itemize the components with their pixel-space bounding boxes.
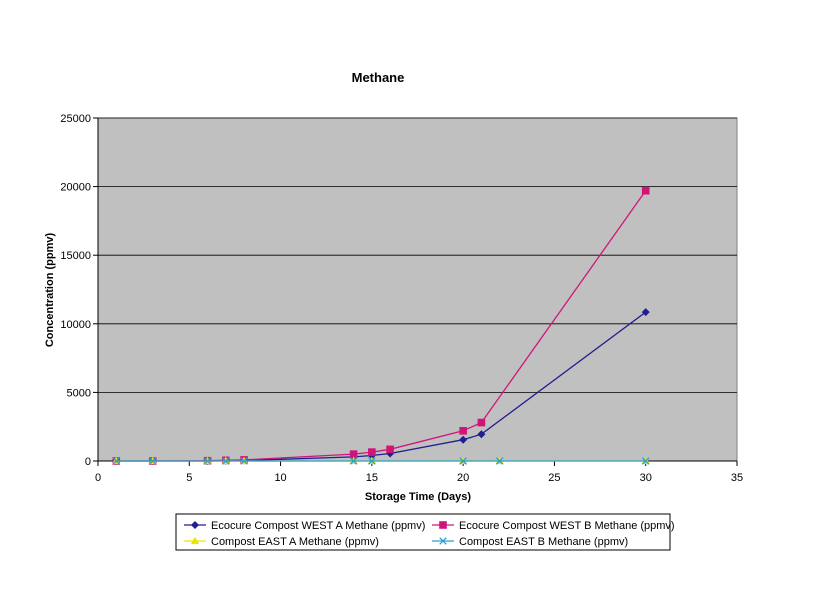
- legend-item-1: Ecocure Compost WEST A Methane (ppmv): [184, 520, 425, 532]
- legend-swatch-marker: [190, 520, 200, 530]
- x-tick-label: 30: [640, 472, 652, 484]
- legend-item-4: Compost EAST B Methane (ppmv): [432, 536, 628, 548]
- series-2-point: [641, 186, 650, 195]
- legend-label: Ecocure Compost WEST A Methane (ppmv): [211, 520, 425, 532]
- y-axis-title: Concentration (ppmv): [44, 233, 56, 348]
- legend-swatch-marker: [190, 536, 200, 545]
- series-4-point: [203, 457, 212, 465]
- x-tick-label: 35: [731, 472, 743, 484]
- legend-label: Ecocure Compost WEST B Methane (ppmv): [459, 520, 675, 532]
- marker-stroke: [349, 457, 358, 465]
- x-tick-label: 20: [457, 472, 469, 484]
- series-4-point: [459, 457, 467, 465]
- y-tick-label: 25000: [60, 113, 91, 125]
- legend-label: Compost EAST A Methane (ppmv): [211, 536, 379, 548]
- series-lines: [112, 186, 650, 466]
- x-tick-label: 25: [548, 472, 560, 484]
- legend-label: Compost EAST B Methane (ppmv): [459, 536, 628, 548]
- series-4: [112, 457, 650, 465]
- legend-swatch-marker: [439, 537, 447, 545]
- legend-item-3: Compost EAST A Methane (ppmv): [184, 536, 379, 548]
- marker-stroke: [495, 457, 504, 465]
- marker-stroke: [641, 457, 650, 465]
- series-4-point: [222, 457, 230, 465]
- series-4-point: [149, 457, 157, 465]
- x-tick-label: 10: [274, 472, 286, 484]
- marker-stroke: [222, 457, 230, 465]
- y-tick-label: 20000: [60, 182, 91, 194]
- series-1-point: [641, 308, 650, 317]
- y-tick-label: 15000: [60, 250, 91, 262]
- series-2-point: [477, 418, 486, 427]
- series-1-point: [459, 435, 468, 444]
- series-4-point: [641, 457, 650, 465]
- x-tick-label: 0: [95, 472, 101, 484]
- series-4-point: [368, 457, 376, 465]
- y-tick-label: 5000: [67, 387, 91, 399]
- marker-stroke: [203, 457, 212, 465]
- series-2-point: [459, 427, 467, 435]
- x-axis-title: Storage Time (Days): [365, 491, 472, 503]
- legend-item-2: Ecocure Compost WEST B Methane (ppmv): [432, 520, 675, 532]
- marker-stroke: [149, 457, 157, 465]
- plot-area: [97, 117, 738, 462]
- marker-stroke: [240, 457, 248, 465]
- x-tick-label: 15: [366, 472, 378, 484]
- series-2-point: [368, 448, 376, 456]
- marker-stroke: [439, 537, 447, 545]
- chart-title: Methane: [352, 70, 405, 85]
- series-4-point: [240, 457, 248, 465]
- y-tick-label: 0: [85, 456, 91, 468]
- series-2-point: [386, 445, 394, 454]
- marker-stroke: [459, 457, 467, 465]
- x-tick-label: 5: [186, 472, 192, 484]
- marker-stroke: [112, 457, 121, 465]
- legend-box: [175, 513, 671, 551]
- series-4-point: [349, 457, 358, 465]
- series-4-point: [495, 457, 504, 465]
- series-2-point: [349, 450, 358, 458]
- legend: Ecocure Compost WEST A Methane (ppmv) Eco…: [175, 513, 675, 551]
- marker-stroke: [368, 457, 376, 465]
- series-4-point: [112, 457, 121, 465]
- y-tick-label: 10000: [60, 319, 91, 331]
- series-1-point: [477, 430, 486, 439]
- legend-swatch-marker: [439, 521, 447, 529]
